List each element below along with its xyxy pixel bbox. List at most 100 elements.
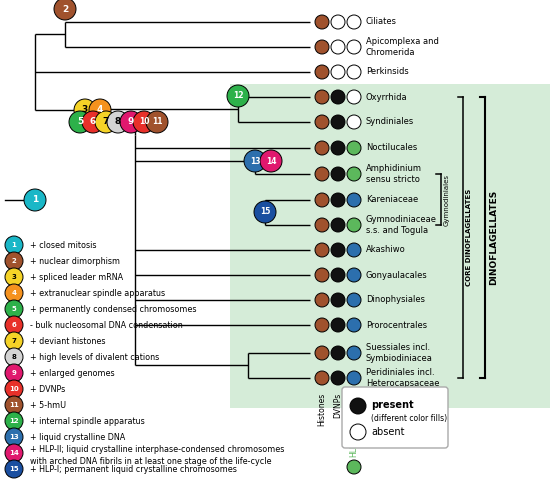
Circle shape [350,424,366,440]
Text: Gymnodiniaceae
s.s. and Togula: Gymnodiniaceae s.s. and Togula [366,215,437,235]
Text: 8: 8 [115,118,121,126]
Text: 5: 5 [77,118,83,126]
Circle shape [315,218,329,232]
Text: 3: 3 [82,106,88,115]
Circle shape [315,65,329,79]
Text: + high levels of divalent cations: + high levels of divalent cations [30,352,160,362]
Text: 12: 12 [9,418,19,424]
Circle shape [331,318,345,332]
FancyBboxPatch shape [342,387,448,448]
Circle shape [5,316,23,334]
Text: 6: 6 [12,322,16,328]
Text: 1: 1 [32,196,38,205]
Text: 9: 9 [128,118,134,126]
Text: Histones: Histones [317,393,327,426]
Circle shape [315,293,329,307]
Text: 2: 2 [12,258,16,264]
Circle shape [315,141,329,155]
Text: Dinophysiales: Dinophysiales [366,296,425,304]
Text: Peridiniales incl.
Heterocapsaceae: Peridiniales incl. Heterocapsaceae [366,368,439,388]
Circle shape [95,111,117,133]
Text: + permanently condensed chromosomes: + permanently condensed chromosomes [30,304,196,314]
Circle shape [5,332,23,350]
Circle shape [24,189,46,211]
Text: 5: 5 [12,306,16,312]
Text: + closed mitosis: + closed mitosis [30,241,96,249]
Text: with arched DNA fibrils in at least one stage of the life-cycle: with arched DNA fibrils in at least one … [30,456,272,466]
Circle shape [5,348,23,366]
Text: Noctilucales: Noctilucales [366,143,417,152]
Circle shape [5,444,23,462]
Circle shape [331,167,345,181]
Circle shape [347,90,361,104]
Circle shape [5,428,23,446]
Circle shape [331,268,345,282]
Text: Perkinsids: Perkinsids [366,67,409,76]
Circle shape [331,90,345,104]
Circle shape [347,268,361,282]
Text: HLP-I: HLP-I [349,393,359,412]
Text: present: present [371,400,414,410]
Circle shape [146,111,168,133]
Text: Ciliates: Ciliates [366,17,397,27]
Circle shape [315,243,329,257]
Text: 3: 3 [12,274,16,280]
Text: + DVNPs: + DVNPs [30,384,65,393]
Circle shape [331,141,345,155]
Text: - bulk nucleosomal DNA condensation: - bulk nucleosomal DNA condensation [30,320,183,330]
Circle shape [107,111,129,133]
Circle shape [315,371,329,385]
Circle shape [315,346,329,360]
Circle shape [315,90,329,104]
Circle shape [69,111,91,133]
Text: Kareniaceae: Kareniaceae [366,196,418,205]
Text: CORE DINOFLAGELLATES: CORE DINOFLAGELLATES [466,189,472,286]
Text: HLP-II: HLP-II [349,435,359,457]
Circle shape [315,115,329,129]
Circle shape [347,115,361,129]
Text: + spliced leader mRNA: + spliced leader mRNA [30,272,123,282]
Text: + deviant histones: + deviant histones [30,336,106,346]
Text: 9: 9 [12,370,16,376]
Circle shape [315,40,329,54]
Circle shape [331,193,345,207]
Text: Oxyrrhida: Oxyrrhida [366,92,408,102]
Circle shape [347,15,361,29]
Circle shape [5,412,23,430]
Text: 6: 6 [90,118,96,126]
Circle shape [331,40,345,54]
Text: 10: 10 [9,386,19,392]
Circle shape [331,243,345,257]
Circle shape [260,150,282,172]
Text: 13: 13 [250,156,260,166]
Circle shape [315,167,329,181]
Circle shape [74,99,96,121]
Text: 7: 7 [103,118,109,126]
Text: 7: 7 [12,338,16,344]
Circle shape [331,65,345,79]
Circle shape [331,371,345,385]
Text: Akashiwo: Akashiwo [366,245,406,255]
Circle shape [347,293,361,307]
Circle shape [347,65,361,79]
Circle shape [331,115,345,129]
Text: + HLP-II; liquid crystalline interphase-condensed chromosomes: + HLP-II; liquid crystalline interphase-… [30,444,284,454]
Circle shape [331,293,345,307]
Circle shape [347,218,361,232]
Text: 13: 13 [9,434,19,440]
Text: + HLP-I; permanent liquid crystalline chromosomes: + HLP-I; permanent liquid crystalline ch… [30,465,237,473]
Circle shape [331,218,345,232]
Text: 15: 15 [260,208,270,216]
Circle shape [315,193,329,207]
Text: Suessiales incl.
Symbiodiniacea: Suessiales incl. Symbiodiniacea [366,343,433,363]
Circle shape [331,346,345,360]
Circle shape [5,252,23,270]
Circle shape [82,111,104,133]
Circle shape [347,141,361,155]
Text: Gonyaulacales: Gonyaulacales [366,271,428,279]
Circle shape [331,15,345,29]
Text: + extranuclear spindle apparatus: + extranuclear spindle apparatus [30,288,165,298]
Circle shape [120,111,142,133]
Circle shape [254,201,276,223]
Circle shape [347,346,361,360]
